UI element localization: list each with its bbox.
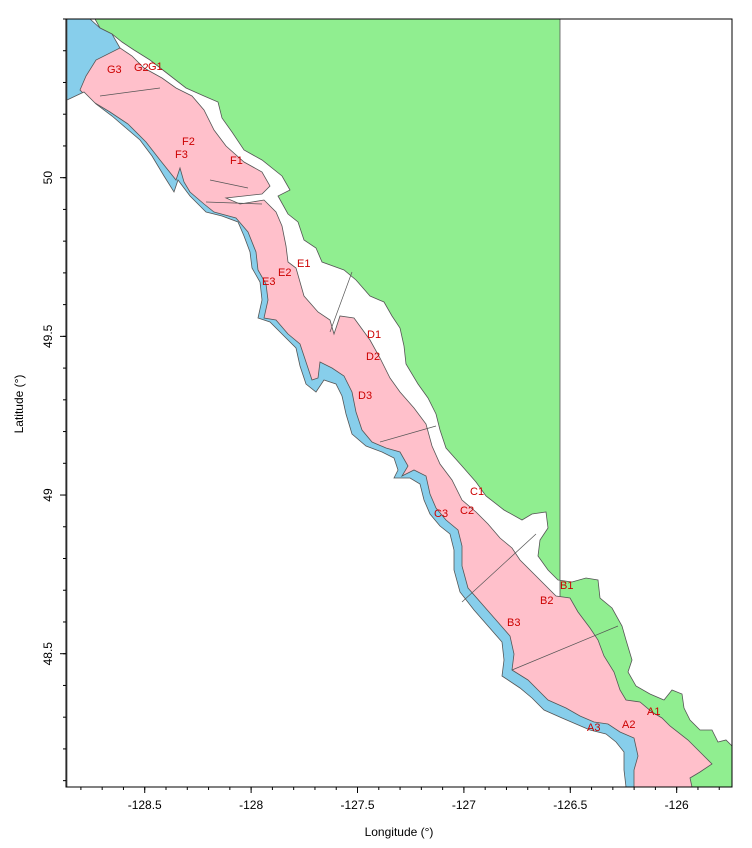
x-axis-title: Longitude (°) [365, 825, 434, 839]
x-tick-label: -127.5 [340, 798, 374, 812]
region-label-b2: B2 [540, 595, 553, 607]
x-tick-label: -126.5 [553, 798, 587, 812]
y-axis: 50 49.5 49 48.5 [41, 18, 66, 782]
x-axis: -128.5 -128 -127.5 -127 -126.5 -126 [80, 787, 720, 812]
plot-border [65, 18, 733, 788]
boundary-lines [99, 87, 619, 671]
y-axis-title: Latitude (°) [12, 375, 26, 434]
region-label-b1: B1 [560, 580, 573, 592]
region-label-c3: C3 [434, 508, 448, 520]
region-labels: A1 A2 A3 B1 B2 B3 C1 C2 C3 D1 D2 D3 E1 E… [107, 61, 660, 734]
region-label-f1: F1 [230, 155, 243, 167]
region-label-g2: G2 [134, 62, 149, 74]
region-label-g1: G1 [148, 61, 163, 73]
region-label-d2: D2 [366, 351, 380, 363]
region-label-b3: B3 [507, 617, 520, 629]
y-tick-label: 49.5 [41, 324, 55, 348]
land-mass [66, 91, 627, 788]
x-tick-label: -127 [452, 798, 476, 812]
region-label-d3: D3 [358, 390, 372, 402]
region-label-c1: C1 [470, 486, 484, 498]
region-label-a2: A2 [622, 719, 635, 731]
region-label-e2: E2 [278, 267, 291, 279]
x-tick-label: -128.5 [128, 798, 162, 812]
region-label-g3: G3 [107, 64, 122, 76]
y-tick-label: 48.5 [41, 642, 55, 666]
region-label-d1: D1 [367, 329, 381, 341]
region-label-f3: F3 [175, 149, 188, 161]
region-label-a3: A3 [587, 722, 600, 734]
x-tick-label: -128 [239, 798, 263, 812]
region-label-f2: F2 [182, 136, 195, 148]
region-label-e1: E1 [297, 258, 310, 270]
x-tick-label: -126 [665, 798, 689, 812]
region-label-c2: C2 [460, 505, 474, 517]
y-tick-label: 50 [41, 171, 55, 185]
region-label-e3: E3 [262, 276, 275, 288]
y-tick-label: 49 [41, 488, 55, 502]
region-label-a1: A1 [647, 706, 660, 718]
map-regions [66, 18, 733, 788]
zone-1-band [94, 18, 733, 788]
